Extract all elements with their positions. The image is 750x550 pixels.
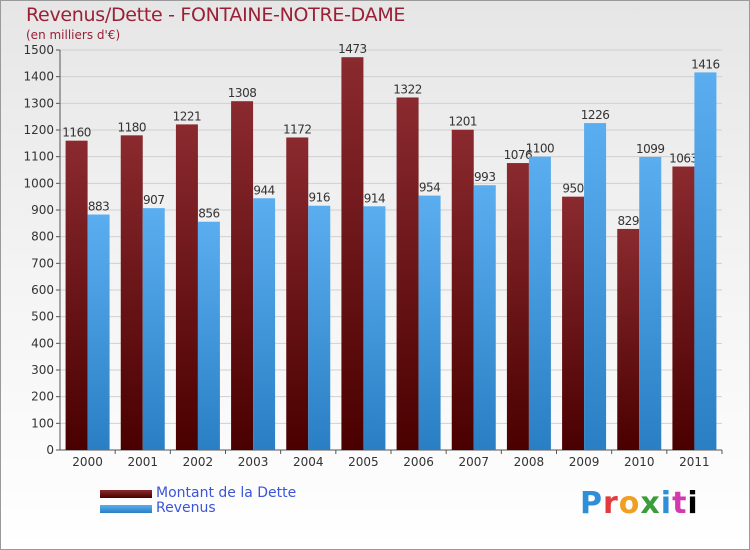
logo-letter: o [618, 486, 641, 521]
data-label: 1172 [283, 122, 312, 136]
y-tick-label: 500 [31, 310, 54, 324]
y-tick-label: 300 [31, 363, 54, 377]
bar-dette [506, 163, 529, 451]
logo-letter: x [640, 486, 661, 521]
bar-dette [617, 228, 640, 450]
y-tick-label: 1400 [23, 70, 54, 84]
data-label: 883 [88, 200, 109, 214]
data-label: 829 [618, 214, 639, 228]
bar-dette [341, 57, 364, 450]
data-label: 1076 [504, 148, 533, 162]
data-label: 993 [474, 170, 495, 184]
data-label: 950 [562, 182, 583, 196]
data-label: 1221 [173, 109, 202, 123]
bar-revenus [418, 195, 441, 450]
bar-dette [65, 140, 88, 450]
data-label: 1063 [669, 152, 698, 166]
x-tick-label: 2010 [624, 455, 655, 469]
legend-label-dette: Montant de la Dette [156, 485, 297, 501]
bar-dette [562, 196, 585, 450]
bar-revenus [639, 156, 662, 450]
chart-title: Revenus/Dette - FONTAINE-NOTRE-DAME [26, 4, 406, 26]
x-tick-label: 2008 [514, 455, 545, 469]
bar-revenus [253, 198, 276, 450]
data-label: 1473 [338, 42, 367, 56]
x-tick-label: 2007 [458, 455, 489, 469]
y-tick-label: 0 [46, 443, 54, 457]
y-tick-label: 900 [31, 203, 54, 217]
logo-letter: i [660, 486, 673, 521]
y-tick-label: 1000 [23, 176, 54, 190]
data-label: 1180 [117, 120, 146, 134]
bar-dette [672, 166, 695, 451]
x-tick-label: 2002 [183, 455, 214, 469]
data-label: 1226 [581, 108, 610, 122]
bar-revenus [87, 214, 110, 450]
bar-dette [231, 101, 254, 450]
data-label: 1416 [691, 57, 720, 71]
chart-subtitle: (en milliers d'€) [26, 28, 121, 42]
y-tick-label: 1300 [23, 96, 54, 110]
data-label: 1308 [228, 86, 257, 100]
data-label: 1201 [448, 115, 477, 129]
logo-letter: P [580, 486, 603, 521]
bar-revenus [197, 221, 220, 450]
data-label: 944 [253, 183, 274, 197]
bar-dette [451, 129, 474, 450]
y-tick-label: 100 [31, 416, 54, 430]
y-tick-label: 700 [31, 256, 54, 270]
logo-letter: i [687, 486, 699, 521]
y-tick-label: 600 [31, 283, 54, 297]
data-label: 1322 [393, 82, 422, 96]
x-tick-label: 2009 [569, 455, 600, 469]
x-tick-label: 2005 [348, 455, 379, 469]
bar-revenus [584, 123, 607, 451]
data-label: 916 [309, 191, 330, 205]
proxiti-logo: Proxiti [580, 486, 699, 521]
x-tick-label: 2000 [72, 455, 103, 469]
data-label: 914 [364, 191, 385, 205]
legend-swatch-revenus [100, 505, 152, 513]
y-tick-label: 200 [31, 390, 54, 404]
bar-dette [396, 97, 419, 450]
y-tick-label: 1100 [23, 150, 54, 164]
y-tick-label: 1200 [23, 123, 54, 137]
bar-dette [120, 135, 143, 451]
bar-revenus [363, 206, 386, 450]
x-tick-label: 2006 [403, 455, 434, 469]
legend-swatch-dette [100, 490, 152, 498]
x-tick-label: 2003 [238, 455, 269, 469]
data-label: 954 [419, 181, 440, 195]
bar-revenus [142, 208, 165, 450]
bar-revenus [308, 205, 331, 450]
data-label: 1099 [636, 142, 665, 156]
x-tick-label: 2004 [293, 455, 324, 469]
x-tick-label: 2011 [679, 455, 710, 469]
bar-dette [286, 137, 309, 450]
data-label: 907 [143, 193, 164, 207]
data-label: 856 [198, 207, 219, 221]
y-tick-label: 800 [31, 230, 54, 244]
y-tick-label: 400 [31, 336, 54, 350]
y-tick-label: 1500 [23, 43, 54, 57]
bar-revenus [473, 185, 496, 450]
bar-revenus [694, 72, 717, 451]
bar-dette [175, 124, 198, 451]
x-tick-label: 2001 [127, 455, 158, 469]
data-label: 1160 [62, 126, 91, 140]
logo-letter: r [603, 486, 619, 521]
data-label: 1100 [526, 142, 555, 156]
bar-revenus [528, 156, 551, 450]
legend-label-revenus: Revenus [156, 500, 216, 516]
logo-letter: t [672, 486, 688, 521]
